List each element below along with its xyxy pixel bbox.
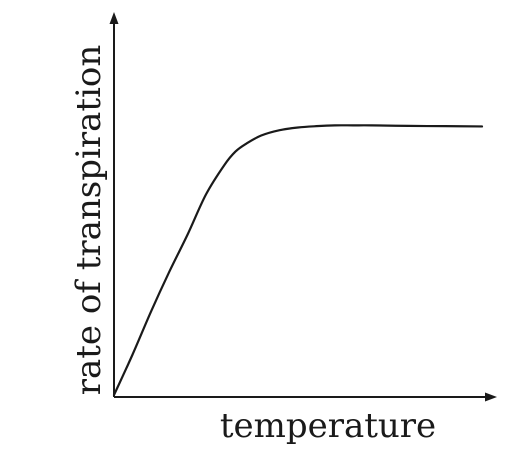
axes — [109, 12, 497, 402]
x-axis-label: temperature — [220, 406, 436, 446]
y-axis-label: rate of transpiration — [69, 45, 109, 396]
y-axis-arrow — [109, 12, 119, 24]
x-axis-arrow — [485, 392, 497, 402]
series-line — [112, 124, 484, 397]
